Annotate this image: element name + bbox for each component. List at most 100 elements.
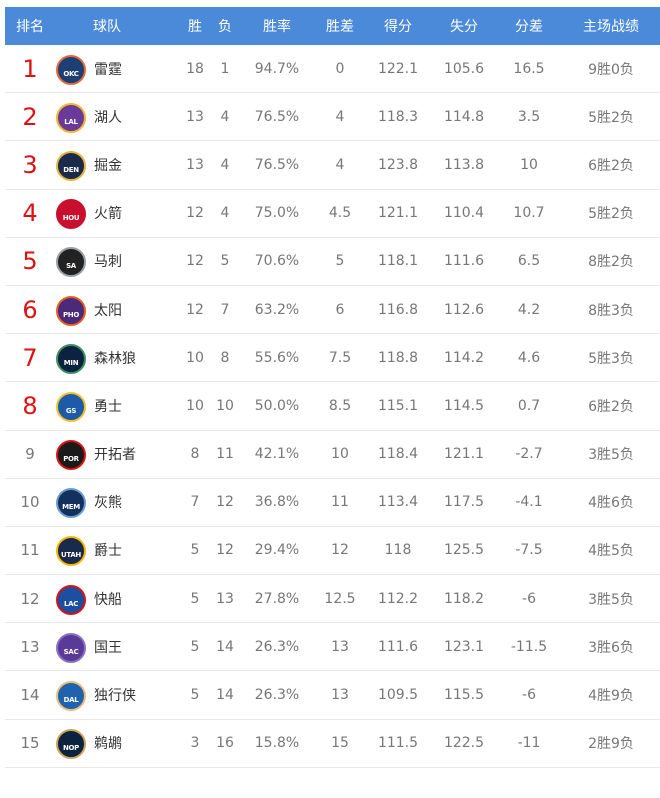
table-row[interactable]: 8 GS 勇士 10 10 50.0% 8.5 115.1 114.5 0.7 … <box>5 382 660 431</box>
point-diff: 4.2 <box>517 301 541 318</box>
team-name[interactable]: 爵士 <box>94 543 122 560</box>
table-row[interactable]: 3 DEN 掘金 13 4 76.5% 4 123.8 113.8 10 6胜2… <box>5 141 660 190</box>
win-pct: 29.4% <box>254 542 300 559</box>
points-for: 123.8 <box>377 156 419 173</box>
team-name[interactable]: 雷霆 <box>94 61 122 78</box>
games-behind: 4.5 <box>328 205 352 222</box>
losses: 13 <box>216 590 234 607</box>
home-record: 5胜2负 <box>588 109 634 126</box>
losses: 5 <box>220 253 230 270</box>
team-name[interactable]: 森林狼 <box>94 350 136 367</box>
team-logo-icon: LAC <box>56 584 86 615</box>
home-record: 5胜2负 <box>588 206 634 223</box>
table-row[interactable]: 2 LAL 湖人 13 4 76.5% 4 118.3 114.8 3.5 5胜… <box>5 93 660 142</box>
point-diff: -11 <box>517 735 541 752</box>
points-against: 110.4 <box>443 205 485 222</box>
team-logo-icon: HOU <box>56 199 86 230</box>
win-pct: 63.2% <box>254 301 300 318</box>
win-pct: 55.6% <box>254 349 300 366</box>
team-name[interactable]: 掘金 <box>94 157 122 174</box>
points-against: 122.5 <box>443 735 485 752</box>
points-for: 118.1 <box>377 253 419 270</box>
point-diff: -2.7 <box>515 446 543 463</box>
win-pct: 26.3% <box>254 687 300 704</box>
team-name[interactable]: 太阳 <box>94 302 122 319</box>
points-against: 113.8 <box>443 156 485 173</box>
team-name[interactable]: 独行侠 <box>94 688 136 705</box>
table-row[interactable]: 13 SAC 国王 5 14 26.3% 13 111.6 123.1 -11.… <box>5 623 660 672</box>
games-behind: 4 <box>335 108 345 125</box>
header-win-pct[interactable]: 胜率 <box>263 19 291 35</box>
team-abbr: LAL <box>64 117 78 126</box>
games-behind: 15 <box>331 735 349 752</box>
team-name[interactable]: 鹈鹕 <box>94 736 122 753</box>
table-row[interactable]: 6 PHO 太阳 12 7 63.2% 6 116.8 112.6 4.2 8胜… <box>5 286 660 335</box>
points-against: 114.8 <box>443 108 485 125</box>
table-row[interactable]: 7 MIN 森林狼 10 8 55.6% 7.5 118.8 114.2 4.6… <box>5 334 660 383</box>
team-abbr: OKC <box>63 69 79 78</box>
team-name[interactable]: 灰熊 <box>94 495 122 512</box>
header-games-behind[interactable]: 胜差 <box>326 19 354 35</box>
table-row[interactable]: 1 OKC 雷霆 18 1 94.7% 0 122.1 105.6 16.5 9… <box>5 45 660 94</box>
wins: 12 <box>186 253 204 270</box>
team-logo-icon: OKC <box>56 54 86 85</box>
losses: 14 <box>216 638 234 655</box>
table-row[interactable]: 14 DAL 独行侠 5 14 26.3% 13 109.5 115.5 -6 … <box>5 671 660 720</box>
team-name[interactable]: 马刺 <box>94 254 122 271</box>
table-row[interactable]: 15 NOP 鹈鹕 3 16 15.8% 15 111.5 122.5 -11 … <box>5 720 660 768</box>
rank: 5 <box>22 247 38 276</box>
team-name[interactable]: 勇士 <box>94 398 122 415</box>
team-name[interactable]: 国王 <box>94 639 122 656</box>
header-point-diff[interactable]: 分差 <box>515 19 543 35</box>
wins: 3 <box>190 735 200 752</box>
wins: 12 <box>186 301 204 318</box>
team-abbr: MEM <box>62 503 80 512</box>
header-points-against[interactable]: 失分 <box>450 19 478 35</box>
team-abbr: SAC <box>63 647 79 656</box>
table-row[interactable]: 5 SA 马刺 12 5 70.6% 5 118.1 111.6 6.5 8胜2… <box>5 238 660 286</box>
losses: 16 <box>216 735 234 752</box>
games-behind: 8.5 <box>328 397 352 414</box>
games-behind: 4 <box>335 156 345 173</box>
games-behind: 12.5 <box>324 590 356 607</box>
points-for: 113.4 <box>377 494 419 511</box>
home-record: 8胜3负 <box>588 302 634 319</box>
header-team[interactable]: 球队 <box>93 19 121 35</box>
win-pct: 76.5% <box>254 156 300 173</box>
table-row[interactable]: 12 LAC 快船 5 13 27.8% 12.5 112.2 118.2 -6… <box>5 575 660 624</box>
rank: 4 <box>22 199 38 228</box>
table-row[interactable]: 9 POR 开拓者 8 11 42.1% 10 118.4 121.1 -2.7… <box>5 431 660 479</box>
team-logo-icon: SAC <box>56 632 86 663</box>
table-row[interactable]: 10 MEM 灰熊 7 12 36.8% 11 113.4 117.5 -4.1… <box>5 479 660 527</box>
team-name[interactable]: 火箭 <box>94 206 122 223</box>
team-name[interactable]: 开拓者 <box>94 447 136 464</box>
point-diff: -4.1 <box>515 494 543 511</box>
table-row[interactable]: 4 HOU 火箭 12 4 75.0% 4.5 121.1 110.4 10.7… <box>5 190 660 238</box>
header-wins[interactable]: 胜 <box>188 19 202 35</box>
points-against: 112.6 <box>443 301 485 318</box>
header-rank[interactable]: 排名 <box>16 19 44 35</box>
wins: 5 <box>190 687 200 704</box>
team-logo-icon: DEN <box>56 150 86 181</box>
win-pct: 50.0% <box>254 397 300 414</box>
wins: 5 <box>190 542 200 559</box>
header-home-record[interactable]: 主场战绩 <box>583 19 639 35</box>
home-record: 3胜6负 <box>588 639 634 656</box>
team-name[interactable]: 快船 <box>94 591 122 608</box>
team-name[interactable]: 湖人 <box>94 109 122 126</box>
point-diff: -6 <box>522 687 536 704</box>
team-logo-icon: LAL <box>56 102 86 133</box>
games-behind: 7.5 <box>328 349 352 366</box>
points-against: 117.5 <box>443 494 485 511</box>
win-pct: 27.8% <box>254 590 300 607</box>
table-header: 排名 球队 胜 负 胜率 胜差 得分 失分 分差 主场战绩 <box>5 7 660 45</box>
point-diff: 10 <box>520 156 538 173</box>
points-for: 116.8 <box>377 301 419 318</box>
games-behind: 6 <box>335 301 345 318</box>
header-points-for[interactable]: 得分 <box>384 19 412 35</box>
table-row[interactable]: 11 UTAH 爵士 5 12 29.4% 12 118 125.5 -7.5 … <box>5 527 660 576</box>
wins: 5 <box>190 638 200 655</box>
home-record: 4胜6负 <box>588 495 634 512</box>
team-logo-icon: MIN <box>56 343 86 374</box>
header-losses[interactable]: 负 <box>218 19 232 35</box>
